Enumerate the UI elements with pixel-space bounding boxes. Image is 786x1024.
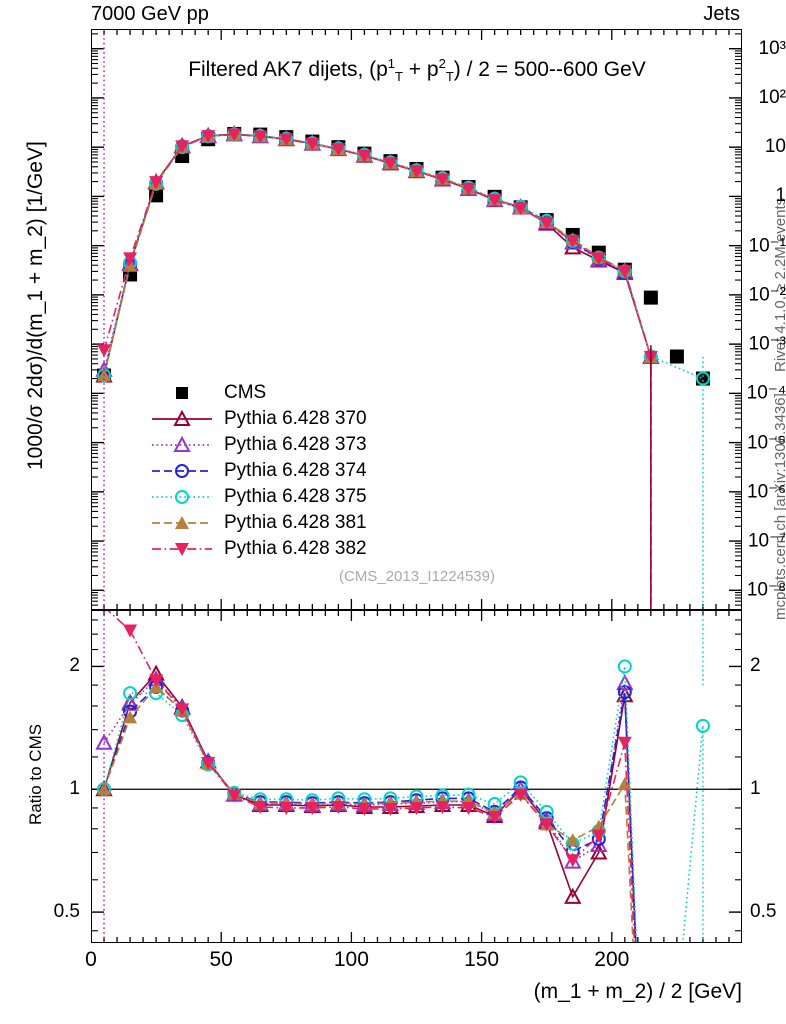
- analysis-id-watermark: (CMS_2013_I1224539): [339, 568, 495, 585]
- ratio-y-tick-label: 1: [69, 778, 80, 800]
- main-y-tick-label: 10⁻⁶: [747, 481, 786, 503]
- legend-label: Pythia 6.428 370: [224, 408, 367, 429]
- legend-label: Pythia 6.428 374: [224, 460, 367, 481]
- legend-label: Pythia 6.428 382: [224, 538, 367, 559]
- main-y-tick-label: 10³: [758, 37, 786, 59]
- legend-label: Pythia 6.428 381: [224, 512, 367, 533]
- ratio-y-tick-label-right: 1: [750, 778, 761, 800]
- main-y-tick-label: 10²: [758, 86, 786, 108]
- legend-item[interactable]: Pythia 6.428 375: [150, 484, 367, 510]
- x-tick-label: 0: [85, 948, 97, 971]
- x-tick-label: 150: [464, 948, 500, 971]
- x-tick-label: 50: [209, 948, 233, 971]
- main-y-tick-label: 10: [764, 136, 786, 158]
- legend-item[interactable]: Pythia 6.428 373: [150, 432, 367, 458]
- main-y-tick-label: 1: [775, 185, 786, 207]
- ratio-y-tick-label: 2: [69, 655, 80, 677]
- x-tick-label: 100: [333, 948, 369, 971]
- main-y-tick-label: 10⁻²: [748, 284, 786, 306]
- x-tick-label: 200: [594, 948, 630, 971]
- x-axis-title: (m_1 + m_2) / 2 [GeV]: [533, 980, 742, 1003]
- ratio-y-tick-label: 0.5: [53, 901, 80, 923]
- p381-key: [150, 510, 214, 536]
- header-category-label: Jets: [703, 3, 740, 25]
- legend-label: CMS: [224, 382, 267, 403]
- legend-label: Pythia 6.428 375: [224, 486, 367, 507]
- main-y-tick-label: 10⁻¹: [748, 235, 786, 257]
- ratio-y-tick-label-right: 2: [750, 655, 761, 677]
- plot-title: Filtered AK7 dijets, (p1T + p2T) / 2 = 5…: [188, 56, 646, 85]
- main-y-tick-label: 10⁻⁸: [746, 579, 786, 601]
- legend-item[interactable]: Pythia 6.428 370: [150, 406, 367, 432]
- p370-key: [150, 406, 214, 432]
- main-y-tick-label: 10⁻³: [748, 333, 786, 355]
- header-beam-label: 7000 GeV pp: [91, 3, 209, 25]
- legend-item[interactable]: Pythia 6.428 381: [150, 510, 367, 536]
- legend: CMS Pythia 6.428 370 Pythia 6.428 373 Pythi…: [150, 380, 367, 562]
- legend-item[interactable]: Pythia 6.428 374: [150, 458, 367, 484]
- main-y-tick-label: 10⁻⁴: [746, 382, 786, 404]
- main-plot-panel: [91, 29, 742, 610]
- p373-key: [150, 432, 214, 458]
- ratio-y-tick-label-right: 0.5: [750, 901, 777, 923]
- legend-item[interactable]: CMS: [150, 380, 367, 406]
- legend-item[interactable]: Pythia 6.428 382: [150, 536, 367, 562]
- legend-label: Pythia 6.428 373: [224, 434, 367, 455]
- main-y-tick-label: 10⁻⁵: [746, 432, 786, 454]
- main-y-tick-label: 10⁻⁷: [747, 530, 786, 552]
- p382-key: [150, 536, 214, 562]
- cms-key: [150, 380, 214, 406]
- p375-key: [150, 484, 214, 510]
- p374-key: [150, 458, 214, 484]
